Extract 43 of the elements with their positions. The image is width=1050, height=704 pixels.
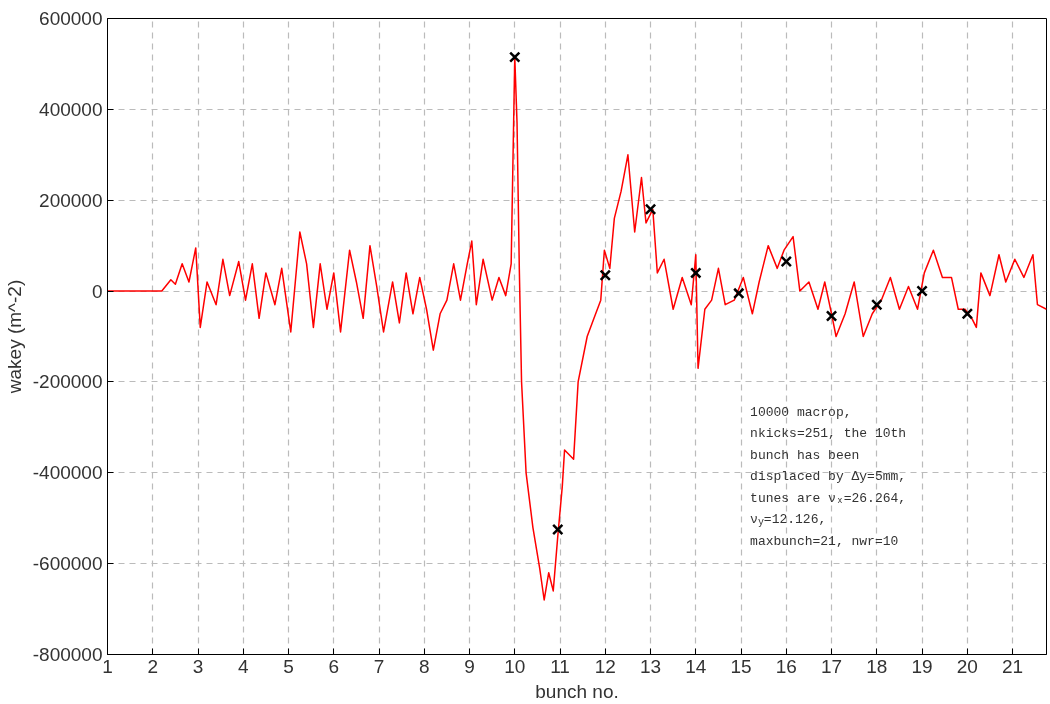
x-tick-label: 21 xyxy=(1001,655,1024,677)
x-tick-label: 5 xyxy=(283,655,294,677)
x-axis-title: bunch no. xyxy=(535,680,619,702)
point xyxy=(825,310,838,322)
x-tick-label: 14 xyxy=(685,655,707,677)
x-tick-label: 16 xyxy=(775,655,797,677)
x-tick-label: 4 xyxy=(237,655,249,677)
y-tick-label: 0 xyxy=(91,280,103,302)
x-tick-label: 9 xyxy=(464,655,475,677)
point xyxy=(508,51,521,63)
x-tick-label: 2 xyxy=(147,655,159,677)
y-tick-label: 200000 xyxy=(39,189,103,211)
point xyxy=(551,523,564,536)
point xyxy=(870,298,883,311)
x-tick-label: 19 xyxy=(911,655,933,677)
x-tick-label: 17 xyxy=(820,655,843,677)
x-tick-label: 13 xyxy=(639,655,662,677)
x-tick-label: 8 xyxy=(418,655,430,677)
x-tick-label: 11 xyxy=(550,655,570,677)
point xyxy=(732,287,745,300)
x-tick-label: 7 xyxy=(373,655,385,677)
y-tick-label: -800000 xyxy=(32,644,103,665)
y-tick-label: -200000 xyxy=(32,371,103,393)
y-axis-title: wakey (m^-2) xyxy=(3,279,25,395)
y-tick-label: -400000 xyxy=(32,462,103,484)
point xyxy=(961,307,974,320)
x-tick-label: 12 xyxy=(594,655,616,677)
point xyxy=(916,285,928,297)
x-tick-label: 6 xyxy=(328,655,340,677)
x-tick-label: 20 xyxy=(956,655,978,677)
point xyxy=(644,203,657,216)
point xyxy=(780,255,793,268)
y-tick-label: 400000 xyxy=(39,98,103,120)
y-tick-label: -600000 xyxy=(32,553,103,575)
x-tick-label: 10 xyxy=(504,655,526,677)
x-tick-label: 1 xyxy=(102,655,113,677)
point xyxy=(689,267,702,279)
x-tick-label: 15 xyxy=(730,655,752,677)
x-tick-label: 3 xyxy=(192,655,204,677)
line-series xyxy=(107,56,1047,601)
x-tick-label: 18 xyxy=(866,655,888,677)
point xyxy=(599,269,612,282)
y-tick-label: 600000 xyxy=(39,8,103,29)
